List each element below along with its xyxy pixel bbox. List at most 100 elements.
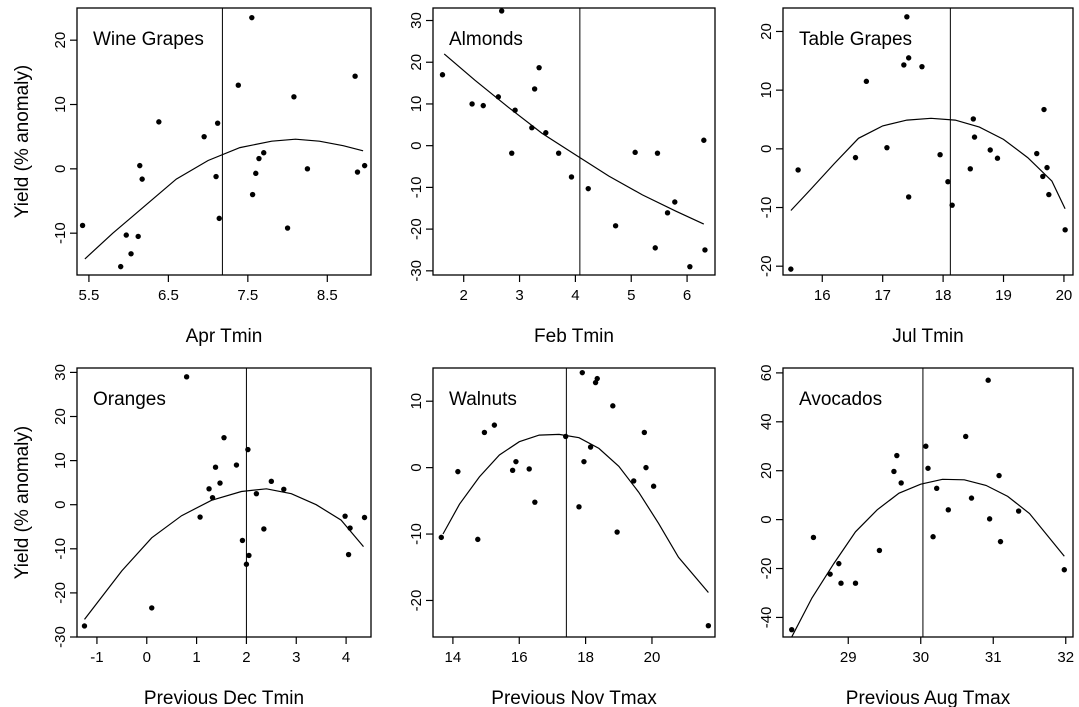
x-tick-label: 6 <box>683 287 691 304</box>
data-point <box>632 149 638 156</box>
data-point <box>901 62 907 68</box>
data-point <box>233 462 240 468</box>
data-point <box>579 369 585 376</box>
x-tick-label: 5 <box>627 287 635 304</box>
data-point <box>291 94 297 100</box>
x-tick-label: 5.5 <box>78 287 99 304</box>
y-tick-label: 10 <box>758 82 775 99</box>
data-point <box>585 185 591 192</box>
data-point <box>253 490 260 497</box>
data-point <box>905 194 912 200</box>
x-tick-label: 18 <box>577 649 594 666</box>
data-point <box>256 155 262 162</box>
y-tick-label: 0 <box>758 145 775 153</box>
x-tick-label: 1 <box>192 649 200 666</box>
data-point <box>216 215 222 222</box>
data-point <box>498 8 505 14</box>
data-point <box>529 125 535 131</box>
data-point <box>149 605 155 611</box>
x-axis-label: Previous Nov Tmax <box>491 688 657 707</box>
panel-title: Wine Grapes <box>93 29 204 50</box>
x-tick-label: 3 <box>292 649 300 666</box>
data-point <box>788 266 794 272</box>
data-point <box>898 480 904 486</box>
y-tick-label: 30 <box>52 364 69 381</box>
data-point <box>986 516 993 522</box>
data-point <box>118 263 124 270</box>
y-tick-label: 0 <box>52 501 69 509</box>
panel-title: Avocados <box>799 389 882 410</box>
y-tick-label: -30 <box>408 260 425 282</box>
data-point <box>213 173 219 180</box>
data-point <box>967 166 973 172</box>
data-point <box>201 133 207 140</box>
data-point <box>79 222 86 229</box>
data-point <box>214 120 221 126</box>
x-tick-label: 7.5 <box>237 287 258 304</box>
data-point <box>930 534 936 540</box>
data-point <box>654 150 661 156</box>
data-point <box>526 466 532 472</box>
x-tick-label: 2 <box>460 287 468 304</box>
y-tick-label: 20 <box>758 23 775 40</box>
data-point <box>354 169 361 175</box>
data-point <box>268 478 275 485</box>
data-point <box>563 433 569 440</box>
x-tick-label: 0 <box>143 649 151 666</box>
data-point <box>963 433 969 440</box>
data-point <box>664 210 671 216</box>
y-tick-label: -10 <box>758 197 775 219</box>
y-tick-label: -20 <box>408 218 425 240</box>
y-tick-label: 0 <box>758 515 775 523</box>
data-point <box>594 375 600 382</box>
data-point <box>652 245 658 251</box>
data-point <box>475 536 481 543</box>
fitted-curve <box>791 478 1065 638</box>
x-axis-label: Previous Dec Tmin <box>144 688 304 707</box>
data-point <box>209 494 216 501</box>
data-point <box>128 251 134 257</box>
data-point <box>206 486 212 492</box>
data-point <box>641 429 648 436</box>
data-point <box>705 623 712 629</box>
data-point <box>249 14 255 21</box>
x-tick-label: 4 <box>342 649 350 666</box>
data-point <box>836 560 842 567</box>
y-tick-label: 10 <box>52 96 69 113</box>
y-tick-label: 40 <box>758 413 775 430</box>
y-tick-label: 10 <box>408 96 425 113</box>
data-point <box>123 232 129 238</box>
plot-frame <box>432 7 716 276</box>
y-tick-label: 20 <box>408 54 425 71</box>
y-tick-label: -20 <box>52 582 69 604</box>
x-tick-label: 20 <box>1056 287 1073 304</box>
fitted-curve <box>84 138 364 260</box>
data-point <box>994 155 1001 161</box>
y-tick-label: 20 <box>52 408 69 425</box>
data-point <box>905 55 912 61</box>
data-point <box>810 534 817 541</box>
x-axis-label: Apr Tmin <box>186 326 263 347</box>
y-tick-label: -40 <box>758 607 775 629</box>
fitted-curve <box>442 433 709 593</box>
data-point <box>852 154 859 161</box>
fitted-curve <box>84 488 364 620</box>
data-point <box>919 63 925 70</box>
x-tick-label: 29 <box>840 649 857 666</box>
y-tick-label: -10 <box>408 177 425 199</box>
data-point <box>576 504 582 510</box>
x-tick-label: 20 <box>644 649 661 666</box>
panel-title: Almonds <box>449 29 523 50</box>
panel-wine-grapes: 5.5 6.5 7.5 8.5 -10 0 10 20 Wine Grapes Apr Tmin Y… <box>12 7 372 347</box>
y-tick-label: -30 <box>52 626 69 648</box>
x-tick-label: 2 <box>242 649 250 666</box>
data-point <box>439 72 446 78</box>
y-tick-label: 20 <box>52 32 69 49</box>
panel-walnuts: 14 16 18 20 -20 -10 0 10 Walnuts Previous Nov Tma… <box>408 367 716 707</box>
data-point <box>352 73 358 79</box>
data-point <box>245 446 251 453</box>
data-point <box>1044 164 1050 171</box>
data-point <box>555 150 562 156</box>
